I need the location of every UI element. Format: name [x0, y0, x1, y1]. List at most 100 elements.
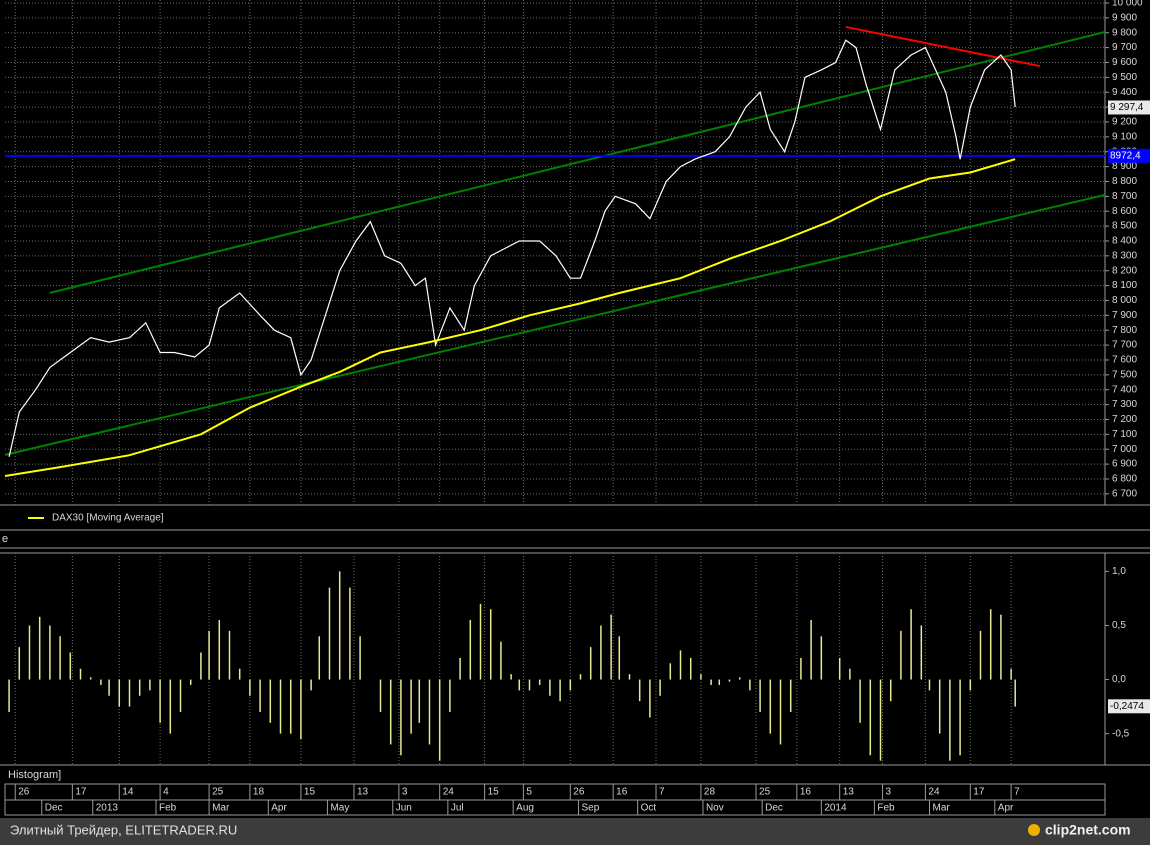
histogram-bar [328, 587, 331, 680]
x-tick-label: 16 [800, 787, 812, 798]
histogram-bar [79, 668, 82, 680]
y-tick-label: 6 700 [1112, 488, 1137, 499]
histogram-bar [569, 679, 572, 691]
y-tick-label: 9 100 [1112, 131, 1137, 142]
month-label: Jul [451, 803, 464, 814]
histogram-bar [849, 668, 851, 680]
trend-line [49, 31, 1106, 294]
x-tick-label: 17 [973, 787, 985, 798]
x-tick-label: 7 [659, 787, 665, 798]
histogram-bar [300, 679, 302, 740]
y-tick-label: 8 000 [1112, 295, 1137, 306]
y-tick-label: 9 500 [1112, 72, 1137, 83]
histogram-bar [728, 679, 731, 682]
histogram-bar [89, 677, 92, 680]
histogram-bar [379, 679, 382, 712]
y-tick-label: 7 600 [1112, 355, 1137, 366]
month-label: Sep [581, 803, 599, 814]
histogram-bar [100, 679, 102, 685]
histogram-bar [238, 668, 241, 680]
histogram-bar [600, 625, 602, 680]
histogram-bar [820, 636, 823, 680]
x-tick-label: 5 [526, 787, 532, 798]
level-label-box [1108, 148, 1150, 163]
y-tick-label: 7 700 [1112, 340, 1137, 351]
histogram-bar [969, 679, 972, 691]
footer-caption: Элитный Трейдер, ELITETRADER.RU [10, 822, 237, 837]
histogram-bar [269, 679, 272, 723]
histogram-bar [1014, 679, 1016, 707]
histogram-bar [179, 679, 182, 712]
y-tick-label: 0,0 [1112, 674, 1126, 685]
panel-title: Histogram] [8, 769, 61, 781]
histogram-bar [479, 603, 482, 680]
histogram-bar [659, 679, 661, 696]
histogram-bar [679, 650, 682, 680]
y-tick-label: 7 500 [1112, 369, 1137, 380]
histogram-bar [189, 679, 192, 685]
histogram-bar [789, 679, 792, 712]
month-label: Jun [396, 803, 412, 814]
histogram-bar [769, 679, 772, 734]
histogram-bar [1000, 614, 1002, 680]
month-label: Oct [641, 803, 657, 814]
trend-line [845, 25, 1040, 68]
histogram-bar [359, 636, 361, 680]
month-label: May [330, 803, 349, 814]
y-tick-label: 8 700 [1112, 191, 1137, 202]
y-tick-label: 8 600 [1112, 206, 1137, 217]
x-tick-label: 18 [253, 787, 265, 798]
histogram-bar [989, 609, 992, 680]
last-value-box [1108, 699, 1150, 714]
last-value-label: 9 297,4 [1110, 102, 1144, 113]
y-tick-label: 8 500 [1112, 221, 1137, 232]
month-label: Feb [159, 803, 177, 814]
histogram-bar [338, 571, 341, 680]
month-label: 2013 [96, 803, 119, 814]
y-tick-label: 0,5 [1112, 620, 1126, 631]
y-tick-label: 7 100 [1112, 429, 1137, 440]
y-tick-label: 9 400 [1112, 87, 1137, 98]
histogram-bar [489, 609, 492, 680]
histogram-bar [859, 679, 861, 723]
month-label: Apr [271, 803, 287, 814]
histogram-bar [418, 679, 421, 723]
histogram-bar [538, 679, 541, 685]
month-label: Dec [765, 803, 783, 814]
histogram-bar [938, 679, 941, 734]
histogram-bar [710, 679, 712, 685]
histogram-bar [469, 620, 472, 680]
y-tick-label: 7 300 [1112, 399, 1137, 410]
x-tick-label: 13 [843, 787, 855, 798]
y-tick-label: 9 800 [1112, 27, 1137, 38]
y-tick-label: 7 200 [1112, 414, 1137, 425]
y-tick-label: 6 900 [1112, 459, 1137, 470]
histogram-bar [910, 609, 912, 680]
y-tick-label: 9 600 [1112, 57, 1137, 68]
x-tick-label: 3 [402, 787, 408, 798]
histogram-bar [949, 679, 951, 761]
x-tick-label: 14 [122, 787, 134, 798]
histogram-bar [879, 679, 882, 761]
series-line [4, 158, 1016, 477]
histogram-bar [700, 674, 702, 680]
month-label: Aug [516, 803, 534, 814]
histogram-bar [718, 679, 721, 685]
histogram-bar [889, 679, 892, 702]
histogram-bar [389, 679, 392, 745]
histogram-bar [59, 636, 61, 680]
histogram-bar [8, 679, 10, 712]
y-tick-label: 9 900 [1112, 12, 1137, 23]
histogram-bar [810, 620, 812, 680]
histogram-bar [69, 652, 72, 680]
y-tick-label: 8 100 [1112, 280, 1137, 291]
y-tick-label: 8 400 [1112, 236, 1137, 247]
y-tick-label: 8 200 [1112, 265, 1137, 276]
grid [5, 0, 1105, 505]
histogram-bar [579, 674, 582, 680]
histogram-bar [200, 652, 202, 680]
series-line [8, 39, 1016, 457]
histogram-bar [128, 679, 131, 707]
